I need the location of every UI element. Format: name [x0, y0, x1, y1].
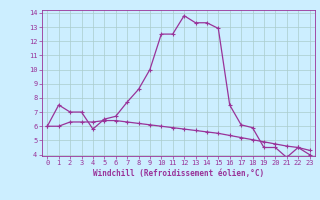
X-axis label: Windchill (Refroidissement éolien,°C): Windchill (Refroidissement éolien,°C): [93, 169, 264, 178]
